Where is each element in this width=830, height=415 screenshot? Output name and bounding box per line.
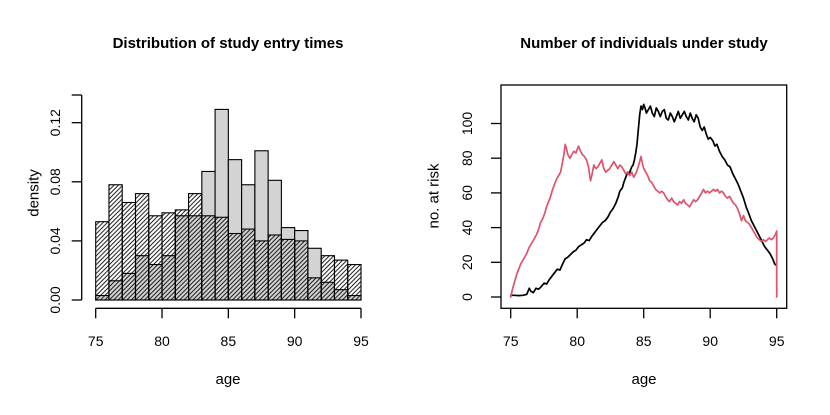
hatched-histogram-bar <box>241 228 256 301</box>
left-x-tick-label: 80 <box>154 333 170 349</box>
right-y-tick-label: 100 <box>459 112 475 136</box>
hatched-histogram-bar <box>95 221 110 301</box>
hatched-histogram-bar <box>294 240 309 301</box>
left-histogram-panel: 0.00 0.04 0.08 0.12 75 80 85 90 95 <box>47 94 369 349</box>
left-y-tick-label: 0.00 <box>47 286 63 313</box>
hatched-histogram-bar <box>134 193 150 301</box>
right-x-tick-label: 95 <box>769 333 785 349</box>
red-line <box>509 143 778 298</box>
left-y-axis-label: density <box>25 169 43 217</box>
left-y-tick-label: 0.12 <box>47 109 63 136</box>
left-x-tick-label: 85 <box>221 333 237 349</box>
hatched-histogram-bar <box>121 201 137 301</box>
hatched-histogram-bar <box>174 209 190 301</box>
right-x-tick-label: 90 <box>702 333 718 349</box>
right-x-tick-label: 75 <box>503 333 519 349</box>
left-x-axis-label: age <box>215 371 241 388</box>
right-x-tick-label: 85 <box>636 333 652 349</box>
right-y-tick-label: 40 <box>459 220 475 236</box>
hatched-histogram-bar <box>267 234 282 301</box>
hatched-histogram-bar <box>161 212 176 301</box>
hatched-histogram-bar <box>201 215 216 301</box>
right-line-panel: 0 20 40 60 80 100 75 80 85 90 95 <box>459 84 788 349</box>
hatched-histogram-bar <box>307 277 322 301</box>
right-y-tick-label: 20 <box>459 254 475 270</box>
left-y-tick-label: 0.08 <box>47 168 63 195</box>
right-x-axis-label: age <box>631 371 657 388</box>
hatched-histogram-bar <box>214 216 229 301</box>
hatched-histogram-bar <box>280 238 296 301</box>
hatched-histogram-bar <box>320 255 336 301</box>
hatched-histogram-bar <box>227 232 243 301</box>
right-y-tick-label: 60 <box>459 185 475 201</box>
left-x-tick-label: 90 <box>287 333 303 349</box>
hatched-histogram-bar <box>188 193 203 301</box>
left-y-tick-label: 0.04 <box>47 227 63 254</box>
hatched-histogram-bar <box>108 184 123 301</box>
right-plot-title: Number of individuals under study <box>520 35 768 52</box>
left-x-tick-label: 95 <box>353 333 369 349</box>
right-y-tick-label: 80 <box>459 150 475 166</box>
right-y-tick-label: 0 <box>459 293 475 301</box>
hatched-histogram-bar <box>254 240 269 301</box>
hatched-histogram-bar <box>333 259 349 301</box>
left-x-tick-label: 75 <box>88 333 104 349</box>
black-line <box>509 103 778 297</box>
right-x-tick-label: 80 <box>569 333 585 349</box>
left-plot-title: Distribution of study entry times <box>112 35 344 52</box>
hatched-histogram-bar <box>347 263 362 301</box>
right-y-axis-label: no. at risk <box>425 163 443 229</box>
hatched-histogram-bar <box>148 215 163 301</box>
